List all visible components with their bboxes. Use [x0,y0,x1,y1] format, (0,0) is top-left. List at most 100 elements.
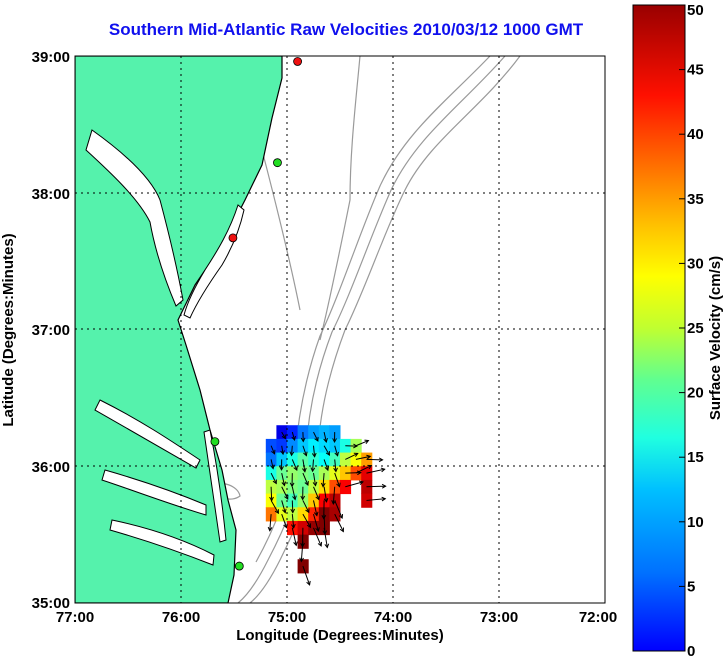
y-tick-label: 38:00 [32,186,70,203]
y-tick-label: 39:00 [32,49,70,66]
velocity-arrowhead [281,481,287,487]
velocity-arrowhead [267,526,273,532]
velocity-arrowhead [334,451,339,457]
colorbar-tick-label: 5 [687,578,695,595]
velocity-arrow [281,472,285,486]
velocity-arrow [323,459,329,471]
velocity-arrowhead [293,541,298,547]
velocity-arrow [312,459,314,472]
velocity-arrowhead [367,464,373,470]
velocity-arrow [302,445,307,456]
y-tick-label: 37:00 [32,322,70,339]
velocity-arrow [291,459,298,471]
velocity-arrow [366,498,386,501]
velocity-arrow [291,486,296,500]
velocity-arrowhead [280,450,285,456]
plot-frame [74,55,606,604]
velocity-arrow [281,500,286,513]
colorbar-tick-label: 40 [687,126,704,143]
velocity-arrowhead [323,497,329,503]
velocity-arrowhead [353,443,358,449]
velocity-arrow [313,445,316,457]
velocity-arrowhead [315,495,320,501]
velocity-arrow [323,486,328,502]
x-tick-label: 77:00 [56,609,94,626]
velocity-arrow [313,486,320,500]
x-tick-label: 72:00 [579,609,617,626]
velocity-arrow [332,486,336,504]
velocity-arrowhead [289,482,295,488]
x-tick-labels: 77:00 76:00 75:00 74:00 73:00 72:00 [56,609,617,626]
velocity-arrowhead [279,466,284,471]
station-marker [293,57,303,66]
velocity-arrow [313,500,318,516]
velocity-arrowhead [306,580,311,586]
velocity-arrowhead [324,466,330,472]
velocity-arrow [270,445,275,455]
colorbar-ticks: 0 5 10 15 20 25 30 35 40 45 50 [679,2,704,659]
velocity-arrow [302,565,311,586]
colorbar [632,4,686,652]
velocity-arrowhead [332,438,337,444]
y-tick-labels: 39:00 38:00 37:00 36:00 35:00 [32,49,70,612]
velocity-arrowhead [291,524,296,529]
y-tick-label: 36:00 [32,459,70,476]
colorbar-tick-label: 45 [687,62,704,79]
velocity-arrow [313,527,322,547]
velocity-arrowhead [315,527,320,533]
velocity-arrowhead [311,452,317,458]
velocity-arrowhead [333,467,338,473]
velocity-arrowhead [380,467,386,473]
velocity-arrow [323,445,330,456]
velocity-arrow [313,473,317,486]
velocity-arrowhead [313,511,319,517]
velocity-arrowhead [339,527,345,533]
x-axis-label: Longitude (Degrees:Minutes) [236,627,444,644]
station-marker [210,437,220,447]
velocity-arrow [334,500,343,519]
velocity-arrow [334,472,340,487]
velocity-arrowhead [338,514,344,520]
velocity-arrowhead [358,480,364,486]
velocity-arrow [281,486,289,500]
velocity-arrow [313,431,319,442]
velocity-arrowhead [274,509,279,515]
velocity-arrowhead [304,481,309,487]
y-tick-label: 35:00 [32,595,70,612]
station-marker [228,233,238,243]
velocity-arrow [281,431,286,439]
velocity-arrowhead [293,466,298,472]
velocity-arrowhead [317,541,323,547]
x-tick-label: 73:00 [480,609,518,626]
velocity-arrow [302,472,309,486]
station-marker [273,158,282,168]
velocity-arrowhead [366,454,372,460]
velocity-arrowhead [292,495,297,501]
velocity-arrowhead [364,439,370,445]
velocity-arrow [269,514,272,531]
velocity-arrowhead [300,437,306,443]
colorbar-tick-label: 30 [687,255,704,272]
velocity-arrowhead [314,436,319,442]
velocity-vectors [267,431,387,586]
velocity-arrow [366,485,386,488]
velocity-arrowhead [271,449,276,455]
velocity-arrow [291,527,297,546]
velocity-arrow [300,541,304,562]
station-markers [210,57,303,571]
velocity-arrow [270,472,277,484]
velocity-arrowhead [324,543,330,549]
x-tick-label: 75:00 [268,609,306,626]
chart-title: Southern Mid-Atlantic Raw Velocities 201… [108,20,584,39]
velocity-arrowhead [312,481,318,487]
velocity-arrow [291,431,296,441]
colorbar-tick-label: 15 [687,449,704,466]
velocity-arrow [313,513,319,532]
x-tick-label: 74:00 [374,609,412,626]
velocity-arrow [281,445,284,455]
velocity-arrowhead [289,451,295,457]
velocity-arrow [291,445,293,456]
velocity-arrow [355,455,371,460]
velocity-arrowhead [290,508,296,514]
velocity-arrowhead [321,514,327,520]
